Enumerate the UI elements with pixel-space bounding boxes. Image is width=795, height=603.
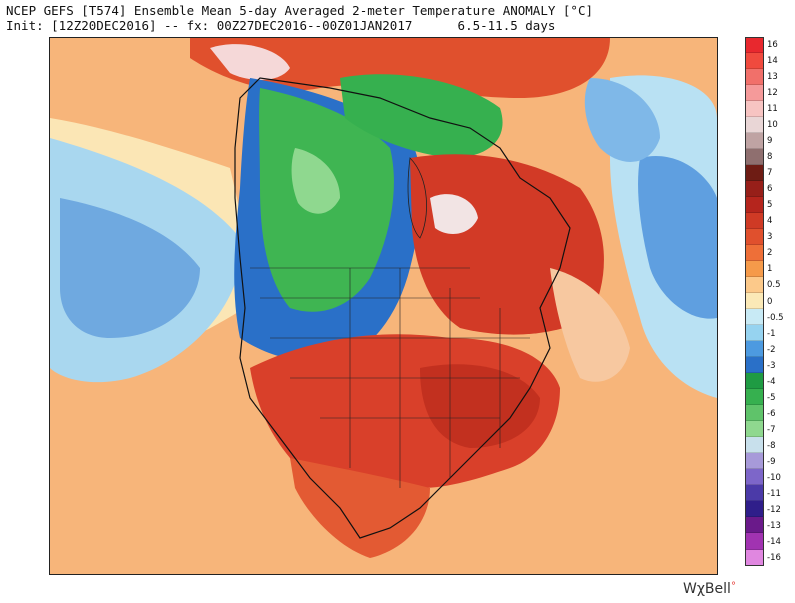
colorbar-swatch (745, 373, 764, 390)
colorbar-tick-label: -13 (767, 520, 781, 531)
mexico-warm (290, 458, 430, 558)
colorbar-swatch (745, 453, 764, 470)
colorbar-tick-label: 7 (767, 168, 773, 179)
colorbar-swatch (745, 229, 764, 246)
colorbar-tick-label: 2 (767, 248, 773, 259)
colorbar-tick-label: -10 (767, 472, 781, 483)
logo-text: WχBell (683, 581, 731, 597)
colorbar-tick-label: 3 (767, 232, 773, 243)
colorbar-swatch (745, 421, 764, 438)
colorbar-tick-label: 13 (767, 72, 778, 83)
colorbar-tick-label: -5 (767, 392, 776, 403)
anomaly-map (49, 37, 718, 575)
colorbar-swatch (745, 309, 764, 326)
colorbar-tick-label: -16 (767, 552, 781, 563)
map-title: NCEP GEFS [T574] Ensemble Mean 5-day Ave… (6, 3, 593, 18)
colorbar (745, 37, 764, 566)
colorbar-tick-label: -9 (767, 456, 776, 467)
lead-time: 6.5-11.5 days (457, 18, 556, 33)
state-borders (250, 267, 530, 488)
arctic-islands-cold (340, 74, 503, 158)
colorbar-tick-label: 5 (767, 200, 773, 211)
colorbar-tick-label: 11 (767, 104, 778, 115)
colorbar-swatch (745, 149, 764, 166)
colorbar-tick-label: -12 (767, 504, 781, 515)
colorbar-tick-label: 6 (767, 184, 773, 195)
hudson-bay-outline (407, 157, 427, 239)
colorbar-tick-label: -0.5 (767, 312, 784, 323)
greenland-sea-cold (584, 78, 660, 162)
quebec-hotspot (430, 194, 478, 234)
colorbar-tick-label: 8 (767, 152, 773, 163)
colorbar-tick-label: 1 (767, 264, 773, 275)
colorbar-tick-label: 0.5 (767, 280, 781, 291)
colorbar-tick-label: 12 (767, 88, 778, 99)
colorbar-tick-label: -8 (767, 440, 776, 451)
colorbar-swatch (745, 277, 764, 294)
colorbar-tick-label: 4 (767, 216, 773, 227)
colorbar-swatch (745, 213, 764, 230)
init-line: Init: [12Z20DEC2016] -- fx: 00Z27DEC2016… (6, 19, 555, 33)
colorbar-swatch (745, 357, 764, 374)
colorbar-swatch (745, 437, 764, 454)
colorbar-tick-label: 10 (767, 120, 778, 131)
colorbar-tick-label: 0 (767, 296, 773, 307)
colorbar-swatch (745, 117, 764, 134)
colorbar-swatch (745, 549, 764, 566)
colorbar-tick-label: -7 (767, 424, 776, 435)
western-cold-core (291, 148, 340, 214)
colorbar-swatch (745, 389, 764, 406)
colorbar-swatch (745, 165, 764, 182)
colorbar-tick-label: -14 (767, 536, 781, 547)
colorbar-swatch (745, 501, 764, 518)
colorbar-swatch (745, 53, 764, 70)
colorbar-tick-label: 16 (767, 40, 778, 50)
colorbar-swatch (745, 533, 764, 550)
colorbar-tick-label: -2 (767, 344, 776, 355)
colorbar-swatch (745, 133, 764, 150)
atlantic-cold-core (638, 156, 717, 319)
colorbar-swatch (745, 405, 764, 422)
wxbell-logo: WχBell° (683, 581, 736, 597)
colorbar-swatch (745, 485, 764, 502)
logo-dot: ° (730, 581, 736, 592)
colorbar-tick-label: -1 (767, 328, 776, 339)
colorbar-swatch (745, 37, 764, 54)
colorbar-swatch (745, 245, 764, 262)
colorbar-swatch (745, 469, 764, 486)
atlantic-coast-mild (550, 268, 630, 382)
colorbar-tick-label: -11 (767, 488, 781, 499)
colorbar-swatch (745, 69, 764, 86)
colorbar-tick-label: -3 (767, 360, 776, 371)
colorbar-swatch (745, 261, 764, 278)
colorbar-swatch (745, 293, 764, 310)
colorbar-tick-label: 9 (767, 136, 773, 147)
arctic-hotspot (210, 44, 290, 80)
init-forecast-range: Init: [12Z20DEC2016] -- fx: 00Z27DEC2016… (6, 18, 413, 33)
colorbar-tick-label: 14 (767, 56, 778, 67)
colorbar-swatch (745, 85, 764, 102)
colorbar-swatch (745, 517, 764, 534)
colorbar-swatch (745, 197, 764, 214)
map-canvas (50, 38, 717, 574)
colorbar-swatch (745, 101, 764, 118)
pacific-cold-core (60, 198, 200, 338)
colorbar-swatch (745, 325, 764, 342)
colorbar-tick-label: -4 (767, 376, 776, 387)
continent-outline (234, 77, 571, 539)
colorbar-swatch (745, 181, 764, 198)
colorbar-swatch (745, 341, 764, 358)
colorbar-tick-label: -6 (767, 408, 776, 419)
